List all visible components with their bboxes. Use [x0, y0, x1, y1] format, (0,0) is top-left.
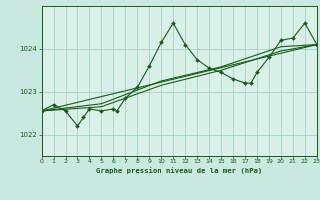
X-axis label: Graphe pression niveau de la mer (hPa): Graphe pression niveau de la mer (hPa): [96, 167, 262, 174]
